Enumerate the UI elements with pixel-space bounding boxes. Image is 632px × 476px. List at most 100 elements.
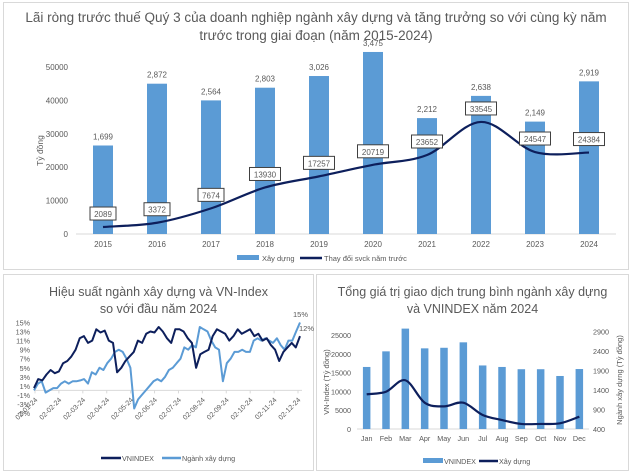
y-tick-label: 30000 bbox=[46, 130, 69, 139]
chart-title-line2: trước trong giai đoạn (năm 2015-2024) bbox=[199, 28, 433, 43]
bar-nov bbox=[556, 375, 564, 429]
y-tick-label: -5% bbox=[17, 409, 30, 418]
bar-sep bbox=[517, 369, 526, 429]
bar-2017 bbox=[201, 100, 221, 235]
y-tick-label-left: 0 bbox=[347, 425, 351, 434]
chart-panel-performance: Hiệu suất ngành xây dựng và VN-Index so … bbox=[3, 274, 314, 471]
bar-data-label: 2,638 bbox=[471, 83, 492, 92]
chart-title: Tổng giá trị giao dịch trung bình ngành … bbox=[317, 284, 628, 318]
bar-data-label: 3,026 bbox=[309, 63, 330, 72]
x-tick-label: 2021 bbox=[418, 240, 436, 249]
chart-title-line2: so với đầu năm 2024 bbox=[99, 302, 218, 316]
line-series-ngành-xây-dựng bbox=[33, 322, 301, 410]
x-tick-label: 2020 bbox=[364, 240, 382, 249]
x-tick-label: Dec bbox=[573, 434, 586, 443]
y-tick-label: 7% bbox=[20, 355, 31, 364]
y-tick-label: 1% bbox=[20, 382, 31, 391]
line-data-label: 23652 bbox=[416, 138, 439, 147]
bar-oct bbox=[536, 369, 545, 429]
y-tick-label: 11% bbox=[16, 337, 30, 346]
line-series-yoy-change bbox=[102, 120, 590, 229]
x-tick-label: 2017 bbox=[202, 240, 220, 249]
bar-apr bbox=[420, 348, 429, 429]
line-data-label-box bbox=[519, 131, 551, 146]
bar-jun bbox=[459, 342, 468, 429]
y-tick-label: 40000 bbox=[46, 96, 69, 105]
y-tick-label: 3% bbox=[20, 373, 31, 382]
bar-aug bbox=[498, 366, 506, 429]
line-data-label-box bbox=[303, 155, 335, 170]
x-tick-label: Jan bbox=[361, 434, 373, 443]
x-tick-label: 02-11-24 bbox=[254, 397, 278, 421]
x-tick-label: Apr bbox=[419, 434, 431, 443]
chart-title-line1: Hiệu suất ngành xây dựng và VN-Index bbox=[49, 285, 268, 299]
y-tick-label-left: 20000 bbox=[331, 350, 351, 359]
bar-jul bbox=[478, 365, 487, 429]
legend-label-line: Xây dựng bbox=[499, 457, 530, 466]
line-series-construction bbox=[366, 379, 580, 426]
line-data-label: 13930 bbox=[254, 170, 277, 179]
x-tick-label: 02-10-24 bbox=[230, 397, 255, 422]
y-tick-label-left: 25000 bbox=[331, 331, 351, 340]
x-tick-label: 02-02-24 bbox=[39, 397, 64, 422]
legend-label-vnindex: VNINDEX bbox=[122, 454, 154, 463]
bar-feb bbox=[382, 351, 390, 429]
bar-2018 bbox=[255, 87, 275, 234]
chart-title-line1: Tổng giá trị giao dịch trung bình ngành … bbox=[337, 285, 608, 299]
legend-label-line: Thay đổi svck năm trước bbox=[324, 254, 407, 263]
x-tick-label: Feb bbox=[380, 434, 392, 443]
x-tick-label: Jul bbox=[478, 434, 488, 443]
legend-label-bar: VNINDEX bbox=[444, 457, 476, 466]
y-tick-label: -3% bbox=[17, 400, 30, 409]
line-data-label-box bbox=[197, 187, 225, 202]
x-tick-label: 02-12-24 bbox=[278, 397, 303, 422]
x-tick-label: Aug bbox=[496, 434, 509, 443]
bar-jan bbox=[362, 366, 371, 429]
line-data-label: 3372 bbox=[148, 206, 166, 215]
x-tick-label: Jun bbox=[458, 434, 470, 443]
bar-data-label: 2,919 bbox=[579, 68, 600, 77]
line-series-vnindex bbox=[33, 326, 301, 389]
x-tick-label: 02-05-24 bbox=[110, 397, 135, 422]
y-tick-label-right: 1400 bbox=[593, 386, 609, 395]
line-data-label-box bbox=[89, 206, 117, 221]
y-tick-label-left: 10000 bbox=[331, 387, 351, 396]
x-tick-label: 02-08-24 bbox=[182, 397, 207, 422]
chart-title-line1: Lãi ròng trước thuế Quý 3 của doanh nghi… bbox=[25, 10, 607, 25]
bar-data-label: 2,212 bbox=[417, 105, 438, 114]
x-tick-label: 02-04-24 bbox=[86, 397, 111, 422]
y-tick-label: -1% bbox=[17, 391, 30, 400]
x-tick-label: May bbox=[437, 434, 451, 443]
chart-title-line2: và VNINDEX năm 2024 bbox=[406, 302, 539, 316]
y-tick-label-left: 15000 bbox=[331, 369, 351, 378]
x-tick-label: Sep bbox=[515, 434, 528, 443]
legend-swatch-bar bbox=[237, 255, 259, 260]
y-tick-label: 50000 bbox=[46, 63, 69, 72]
bar-2024 bbox=[579, 81, 599, 234]
x-tick-label: 2018 bbox=[256, 240, 274, 249]
y-tick-label-right: 1900 bbox=[593, 367, 609, 376]
x-tick-label: 02-09-24 bbox=[206, 397, 231, 422]
y-tick-label: 13% bbox=[16, 328, 31, 337]
x-tick-label: 2015 bbox=[94, 240, 112, 249]
y-tick-label-right: 2900 bbox=[593, 328, 609, 337]
x-tick-label: 02-03-24 bbox=[62, 397, 87, 422]
line-data-label-box bbox=[249, 166, 281, 181]
bar-may bbox=[440, 347, 448, 429]
bar-data-label: 1,699 bbox=[93, 132, 114, 141]
y-tick-label-right: 400 bbox=[593, 425, 605, 434]
x-tick-label: Nov bbox=[554, 434, 567, 443]
legend-label-construction: Ngành xây dựng bbox=[182, 454, 235, 463]
x-tick-label: 2022 bbox=[472, 240, 490, 249]
bar-dec bbox=[575, 369, 584, 429]
line-data-label-box bbox=[465, 101, 497, 116]
chart-title: Hiệu suất ngành xây dựng và VN-Index so … bbox=[4, 284, 313, 318]
bar-data-label: 2,564 bbox=[201, 87, 222, 96]
chart-title: Lãi ròng trước thuế Quý 3 của doanh nghi… bbox=[4, 9, 628, 45]
x-tick-label: Mar bbox=[399, 434, 412, 443]
performance-chart: -5%-3%-1%1%3%5%7%9%11%13%15%02-01-24 02-0… bbox=[15, 310, 315, 463]
y-tick-label: 0 bbox=[64, 230, 69, 239]
y-tick-label-right: 900 bbox=[593, 406, 605, 415]
x-tick-label: Oct bbox=[535, 434, 546, 443]
x-tick-label: 2023 bbox=[526, 240, 544, 249]
